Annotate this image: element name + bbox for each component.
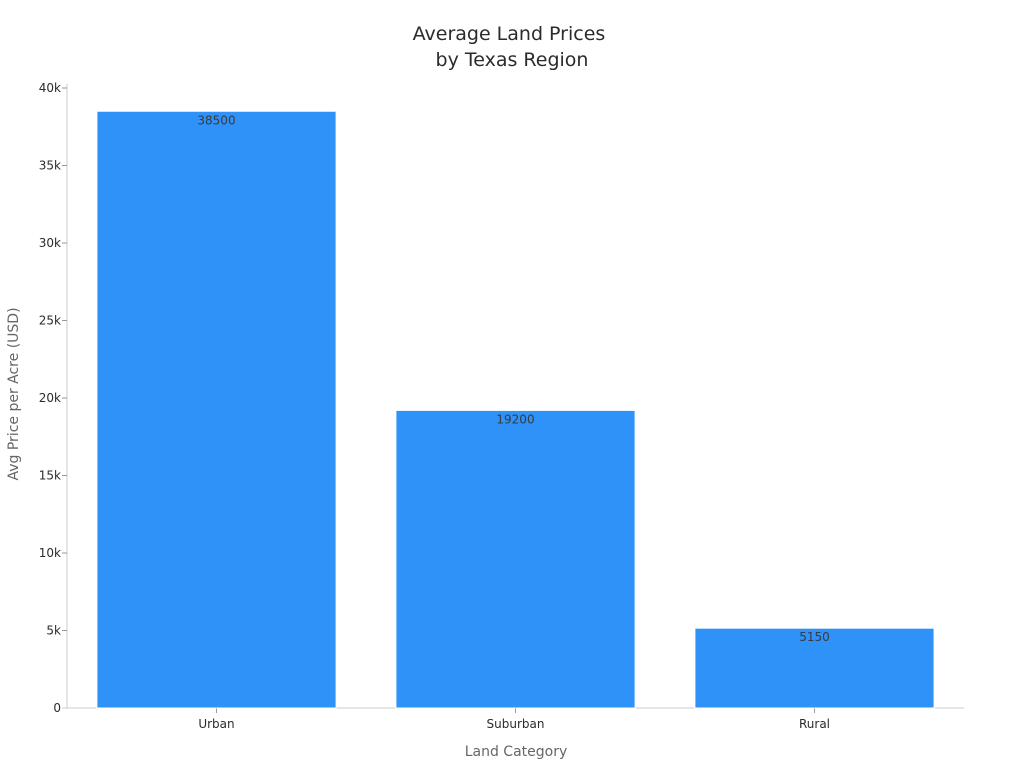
y-axis-title: Avg Price per Acre (USD) bbox=[6, 307, 22, 480]
bar-value-label: 5150 bbox=[799, 630, 830, 644]
bar-value-label: 19200 bbox=[496, 412, 534, 426]
x-tick-label: Urban bbox=[198, 717, 234, 731]
bar-urban bbox=[96, 110, 337, 709]
y-tick-label: 15k bbox=[39, 469, 61, 483]
y-tick-label: 5k bbox=[46, 624, 61, 638]
y-tick-label: 10k bbox=[39, 546, 61, 560]
x-axis-title: Land Category bbox=[465, 744, 568, 760]
y-tick-label: 30k bbox=[39, 236, 61, 250]
y-tick-label: 25k bbox=[39, 314, 61, 328]
y-tick-label: 35k bbox=[39, 159, 61, 173]
bars bbox=[96, 110, 935, 709]
bar-labels: 38500 19200 5150 bbox=[197, 113, 829, 644]
chart-title-line-1: Average Land Prices bbox=[413, 23, 606, 45]
x-tick-label: Suburban bbox=[487, 717, 545, 731]
x-axis: Urban Suburban Rural bbox=[62, 707, 964, 731]
bar-rural bbox=[694, 627, 935, 709]
bar-suburban bbox=[395, 409, 636, 709]
y-tick-label: 0 bbox=[53, 701, 61, 715]
chart-title-line-2: by Texas Region bbox=[436, 49, 589, 71]
y-tick-label: 20k bbox=[39, 391, 61, 405]
bar-value-label: 38500 bbox=[197, 113, 235, 127]
x-tick-label: Rural bbox=[799, 717, 830, 731]
y-axis: 0 5k 10k 15k 20k 25k 30k 35k 40k bbox=[39, 81, 68, 715]
chart-title: Average Land Prices by Texas Region bbox=[413, 23, 612, 71]
y-tick-label: 40k bbox=[39, 81, 61, 95]
